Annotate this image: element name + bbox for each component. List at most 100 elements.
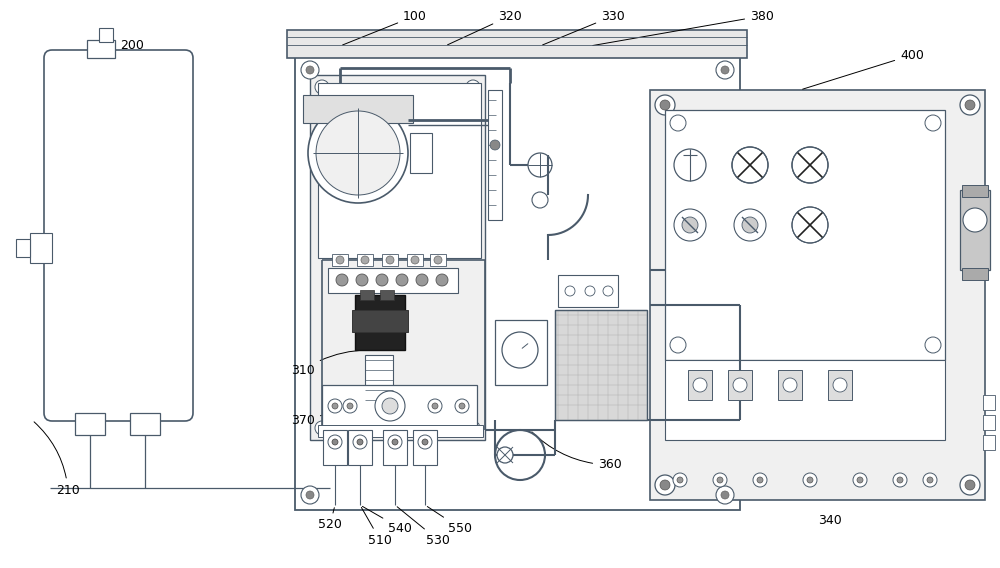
Bar (555, 310, 647, 420)
Circle shape (361, 256, 369, 264)
Circle shape (347, 403, 353, 409)
Circle shape (734, 209, 766, 241)
Circle shape (732, 147, 768, 183)
Bar (410, 133, 432, 173)
Circle shape (673, 473, 687, 487)
Circle shape (670, 337, 686, 353)
Circle shape (336, 256, 344, 264)
Text: 330: 330 (543, 10, 625, 45)
Bar (30, 233, 52, 263)
Circle shape (742, 217, 758, 233)
Text: 510: 510 (361, 507, 392, 546)
Circle shape (316, 111, 400, 195)
Circle shape (332, 439, 338, 445)
Circle shape (336, 274, 348, 286)
Bar (778, 370, 802, 400)
Circle shape (565, 286, 575, 296)
Circle shape (717, 477, 723, 483)
Bar (382, 254, 398, 266)
Text: 370: 370 (291, 407, 357, 427)
Circle shape (960, 475, 980, 495)
Circle shape (466, 80, 480, 94)
Bar (488, 90, 502, 220)
Bar (318, 425, 483, 437)
Circle shape (660, 480, 670, 490)
Circle shape (357, 439, 363, 445)
Circle shape (388, 435, 402, 449)
Circle shape (585, 286, 595, 296)
Circle shape (655, 95, 675, 115)
Bar (380, 290, 394, 300)
Circle shape (466, 421, 480, 435)
Bar (558, 275, 618, 307)
Circle shape (757, 477, 763, 483)
Circle shape (927, 477, 933, 483)
Circle shape (386, 256, 394, 264)
Circle shape (853, 473, 867, 487)
Bar (287, 30, 747, 58)
Bar (348, 430, 372, 465)
Circle shape (783, 378, 797, 392)
Circle shape (328, 399, 342, 413)
Bar (332, 254, 348, 266)
Circle shape (308, 103, 408, 203)
Bar (983, 415, 995, 430)
Bar (728, 370, 752, 400)
Circle shape (674, 209, 706, 241)
Circle shape (965, 480, 975, 490)
Circle shape (396, 274, 408, 286)
Circle shape (497, 447, 513, 463)
Text: 210: 210 (34, 422, 80, 496)
Circle shape (502, 332, 538, 368)
Circle shape (315, 421, 329, 435)
Circle shape (528, 153, 552, 177)
Text: 200: 200 (120, 39, 144, 52)
Circle shape (923, 473, 937, 487)
Circle shape (733, 378, 747, 392)
Text: 320: 320 (448, 10, 522, 45)
Text: 550: 550 (427, 507, 472, 534)
Circle shape (375, 391, 405, 421)
Bar (365, 355, 393, 420)
Bar (310, 75, 485, 440)
Bar (407, 254, 423, 266)
Circle shape (893, 473, 907, 487)
Bar (130, 413, 160, 435)
Text: 380: 380 (593, 10, 774, 45)
Circle shape (897, 477, 903, 483)
Bar (323, 430, 347, 465)
Bar (355, 295, 405, 350)
Circle shape (434, 256, 442, 264)
Circle shape (490, 140, 500, 150)
Circle shape (301, 486, 319, 504)
Circle shape (532, 192, 548, 208)
Bar (352, 310, 408, 332)
Circle shape (655, 475, 675, 495)
Bar (16, 239, 30, 257)
Circle shape (428, 399, 442, 413)
Bar (87, 40, 115, 58)
Circle shape (713, 473, 727, 487)
Circle shape (315, 80, 329, 94)
Circle shape (332, 403, 338, 409)
Circle shape (716, 486, 734, 504)
Circle shape (356, 274, 368, 286)
Bar (555, 310, 647, 420)
Bar (960, 190, 990, 270)
Circle shape (721, 66, 729, 74)
Bar (962, 268, 988, 280)
Circle shape (353, 435, 367, 449)
Circle shape (306, 66, 314, 74)
Circle shape (306, 491, 314, 499)
Circle shape (753, 473, 767, 487)
Bar (360, 290, 374, 300)
Circle shape (792, 147, 828, 183)
Bar (665, 360, 945, 440)
Circle shape (716, 61, 734, 79)
Circle shape (382, 398, 398, 414)
Bar (318, 83, 481, 258)
Circle shape (674, 149, 706, 181)
Circle shape (660, 100, 670, 110)
Text: 520: 520 (318, 508, 342, 532)
FancyBboxPatch shape (44, 50, 193, 421)
